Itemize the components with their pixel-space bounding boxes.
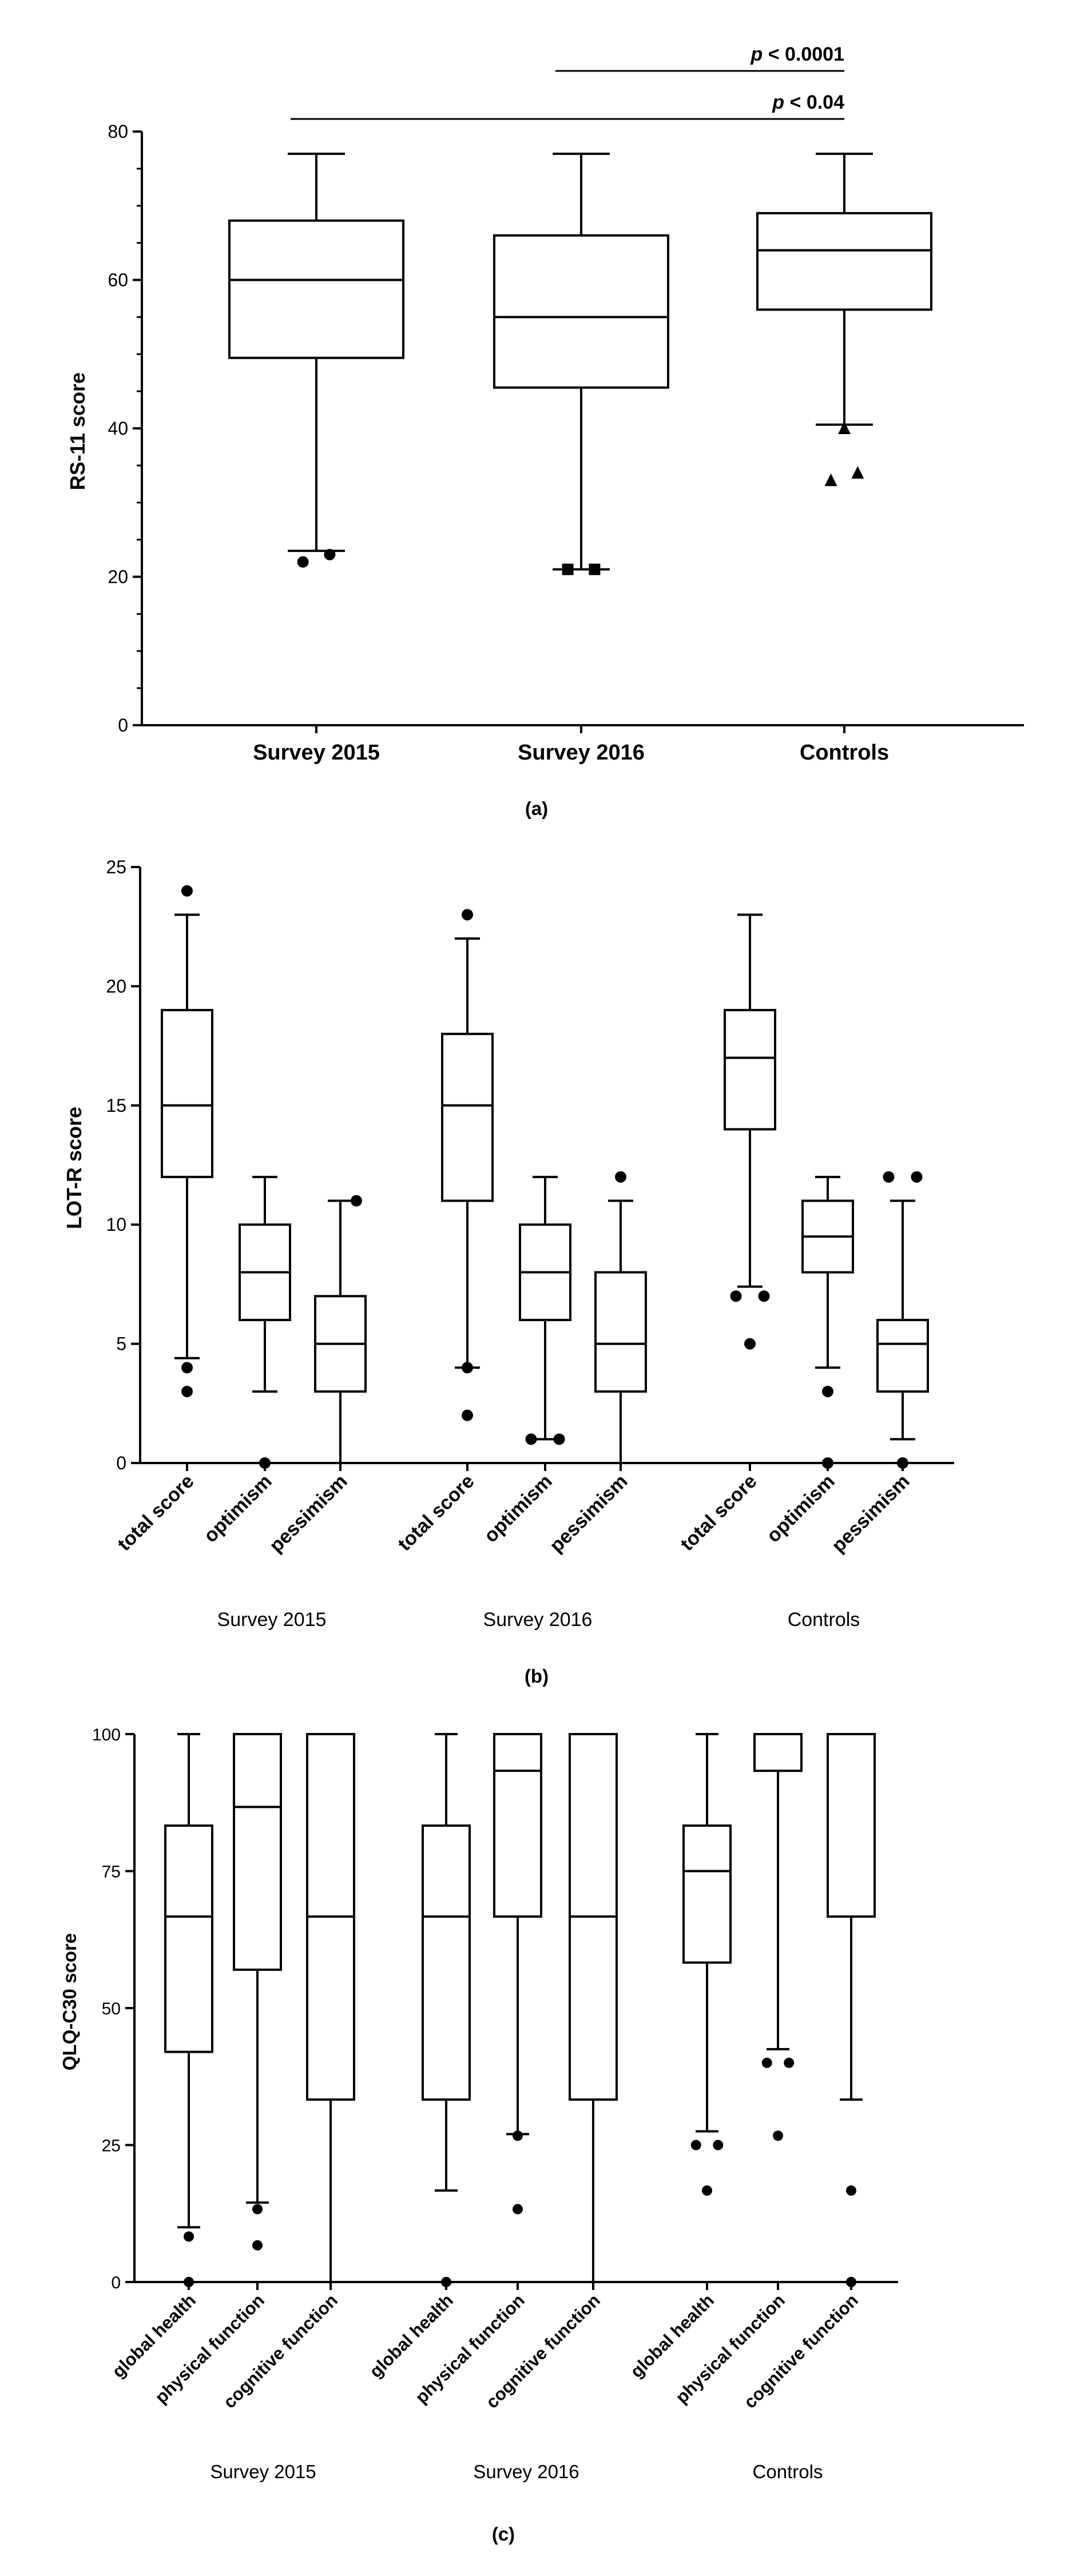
panel-c-outlier-point <box>773 2130 783 2141</box>
panel-c-outlier-point <box>690 2140 701 2150</box>
panel-b-outlier-point <box>181 1362 193 1374</box>
panel-c-y-axis-label: QLQ-C30 score <box>59 1933 80 2070</box>
panel-a-category-label: Survey 2016 <box>518 741 645 765</box>
panel-a-box <box>228 219 404 359</box>
panel-a-y-tick-label: 60 <box>108 270 128 291</box>
panel-b-box <box>876 1318 929 1393</box>
panel-a-outlier-point <box>297 556 309 568</box>
panel-a-y-tick-label: 80 <box>108 121 128 142</box>
panel-b-y-tick-label: 5 <box>116 1334 126 1354</box>
panel-b-category-label: pessimism <box>546 1470 632 1557</box>
panel-b-category-label: optimism <box>200 1470 276 1547</box>
panel-b-group-label: Controls <box>788 1609 860 1631</box>
panel-b-outlier-point <box>553 1433 565 1445</box>
panel-b-box <box>161 1009 213 1178</box>
panel-c-box <box>682 1824 732 1964</box>
panel-b-outlier-point <box>911 1171 923 1183</box>
panel-a-outlier-point <box>824 473 837 486</box>
panel-b-group-label: Survey 2015 <box>217 1609 327 1631</box>
panel-c-group-label: Survey 2016 <box>473 2461 579 2482</box>
panel-b-outlier-point <box>181 885 193 897</box>
panel-c-y-tick-label: 25 <box>102 2137 121 2156</box>
panel-a-category-label: Survey 2015 <box>253 741 380 765</box>
panel-b-box <box>594 1271 647 1393</box>
panel-c-box <box>827 1733 876 1918</box>
panel-a-outlier-point <box>324 548 336 560</box>
panel-b-box <box>441 1032 494 1202</box>
panel-c-box <box>422 1824 471 2101</box>
panel-a-box <box>493 234 669 389</box>
panel-a-category-label: Controls <box>800 741 889 765</box>
panel-c-outlier-point <box>513 2130 523 2141</box>
panel-b-group-label: Survey 2016 <box>483 1609 593 1631</box>
panel-b-outlier-point <box>758 1290 770 1302</box>
panel-a-caption: (a) <box>525 798 548 819</box>
panel-b-box <box>724 1009 776 1131</box>
panel-b-category-label: total score <box>113 1470 198 1555</box>
panel-b-category-label: total score <box>394 1470 478 1555</box>
panel-b-category-label: total score <box>676 1470 761 1555</box>
panel-b-caption: (b) <box>525 1665 549 1687</box>
panel-b-category-label: optimism <box>480 1470 557 1547</box>
panel-a-rs11-boxplot: RS-11 score (a) 0 20 40 60 80 Survey 2015 Surv… <box>66 43 1024 819</box>
panel-a-outlier-point <box>562 563 574 575</box>
panel-c-outlier-point <box>761 2057 772 2068</box>
panel-b-category-label: pessimism <box>828 1470 914 1557</box>
panel-b-y-tick-label: 15 <box>106 1095 126 1116</box>
panel-b-outlier-point <box>462 1362 473 1374</box>
panel-a-y-axis-label: RS-11 score <box>66 372 89 490</box>
panel-c-group-label: Survey 2015 <box>210 2461 316 2482</box>
panel-b-y-tick-label: 25 <box>106 857 126 877</box>
panel-c-caption: (c) <box>492 2523 515 2545</box>
panel-c-y-tick-label: 75 <box>102 1863 121 1882</box>
panel-a-box <box>756 212 932 311</box>
panel-b-outlier-point <box>462 909 473 921</box>
panel-c-y-tick-label: 0 <box>111 2273 121 2292</box>
panel-b-outlier-point <box>462 1409 473 1421</box>
panel-c-outlier-point <box>702 2185 712 2196</box>
panel-b-outlier-point <box>730 1290 742 1302</box>
panel-c-y-tick-label: 50 <box>102 1999 121 2018</box>
panel-b-category-label: pessimism <box>265 1470 352 1557</box>
panel-b-y-tick-label: 0 <box>116 1453 126 1473</box>
panel-c-box <box>493 1733 542 1918</box>
panel-c-outlier-point <box>252 2240 263 2251</box>
panel-c-outlier-point <box>784 2057 795 2068</box>
panel-b-outlier-point <box>351 1195 362 1207</box>
panel-b-category-label: optimism <box>763 1470 839 1547</box>
panel-b-y-axis-label: LOT-R score <box>62 1107 86 1229</box>
panel-b-y-tick-label: 20 <box>106 976 126 996</box>
panel-b-outlier-point <box>525 1433 537 1445</box>
panel-b-outlier-point <box>744 1338 756 1350</box>
panel-a-y-tick-label: 40 <box>108 418 128 439</box>
panel-b-outlier-point <box>181 1385 193 1397</box>
panel-c-box <box>753 1733 803 1772</box>
panel-c-group-label: Controls <box>753 2461 823 2482</box>
panel-a-significance-label: p < 0.04 <box>772 92 844 113</box>
panel-a-y-tick-label: 0 <box>118 715 128 736</box>
panel-c-outlier-point <box>513 2204 523 2215</box>
panel-a-y-tick-label: 20 <box>108 567 128 587</box>
panel-a-significance-label: p < 0.0001 <box>750 43 844 65</box>
panel-a-outlier-point <box>589 563 601 575</box>
panel-c-outlier-point <box>846 2185 856 2196</box>
panel-c-box <box>233 1733 282 1971</box>
panel-b-outlier-point <box>822 1385 833 1397</box>
panel-c-box <box>164 1824 213 2053</box>
panel-c-outlier-point <box>713 2140 724 2150</box>
panel-a-outlier-point <box>851 466 864 479</box>
panel-b-outlier-point <box>883 1171 895 1183</box>
panel-b-y-tick-label: 10 <box>106 1214 126 1235</box>
panel-c-outlier-point <box>184 2231 194 2242</box>
panel-b-outlier-point <box>615 1171 626 1183</box>
panel-a-outlier-point <box>838 422 851 434</box>
panel-c-outlier-point <box>252 2204 263 2215</box>
panel-c-y-tick-label: 100 <box>92 1726 121 1744</box>
